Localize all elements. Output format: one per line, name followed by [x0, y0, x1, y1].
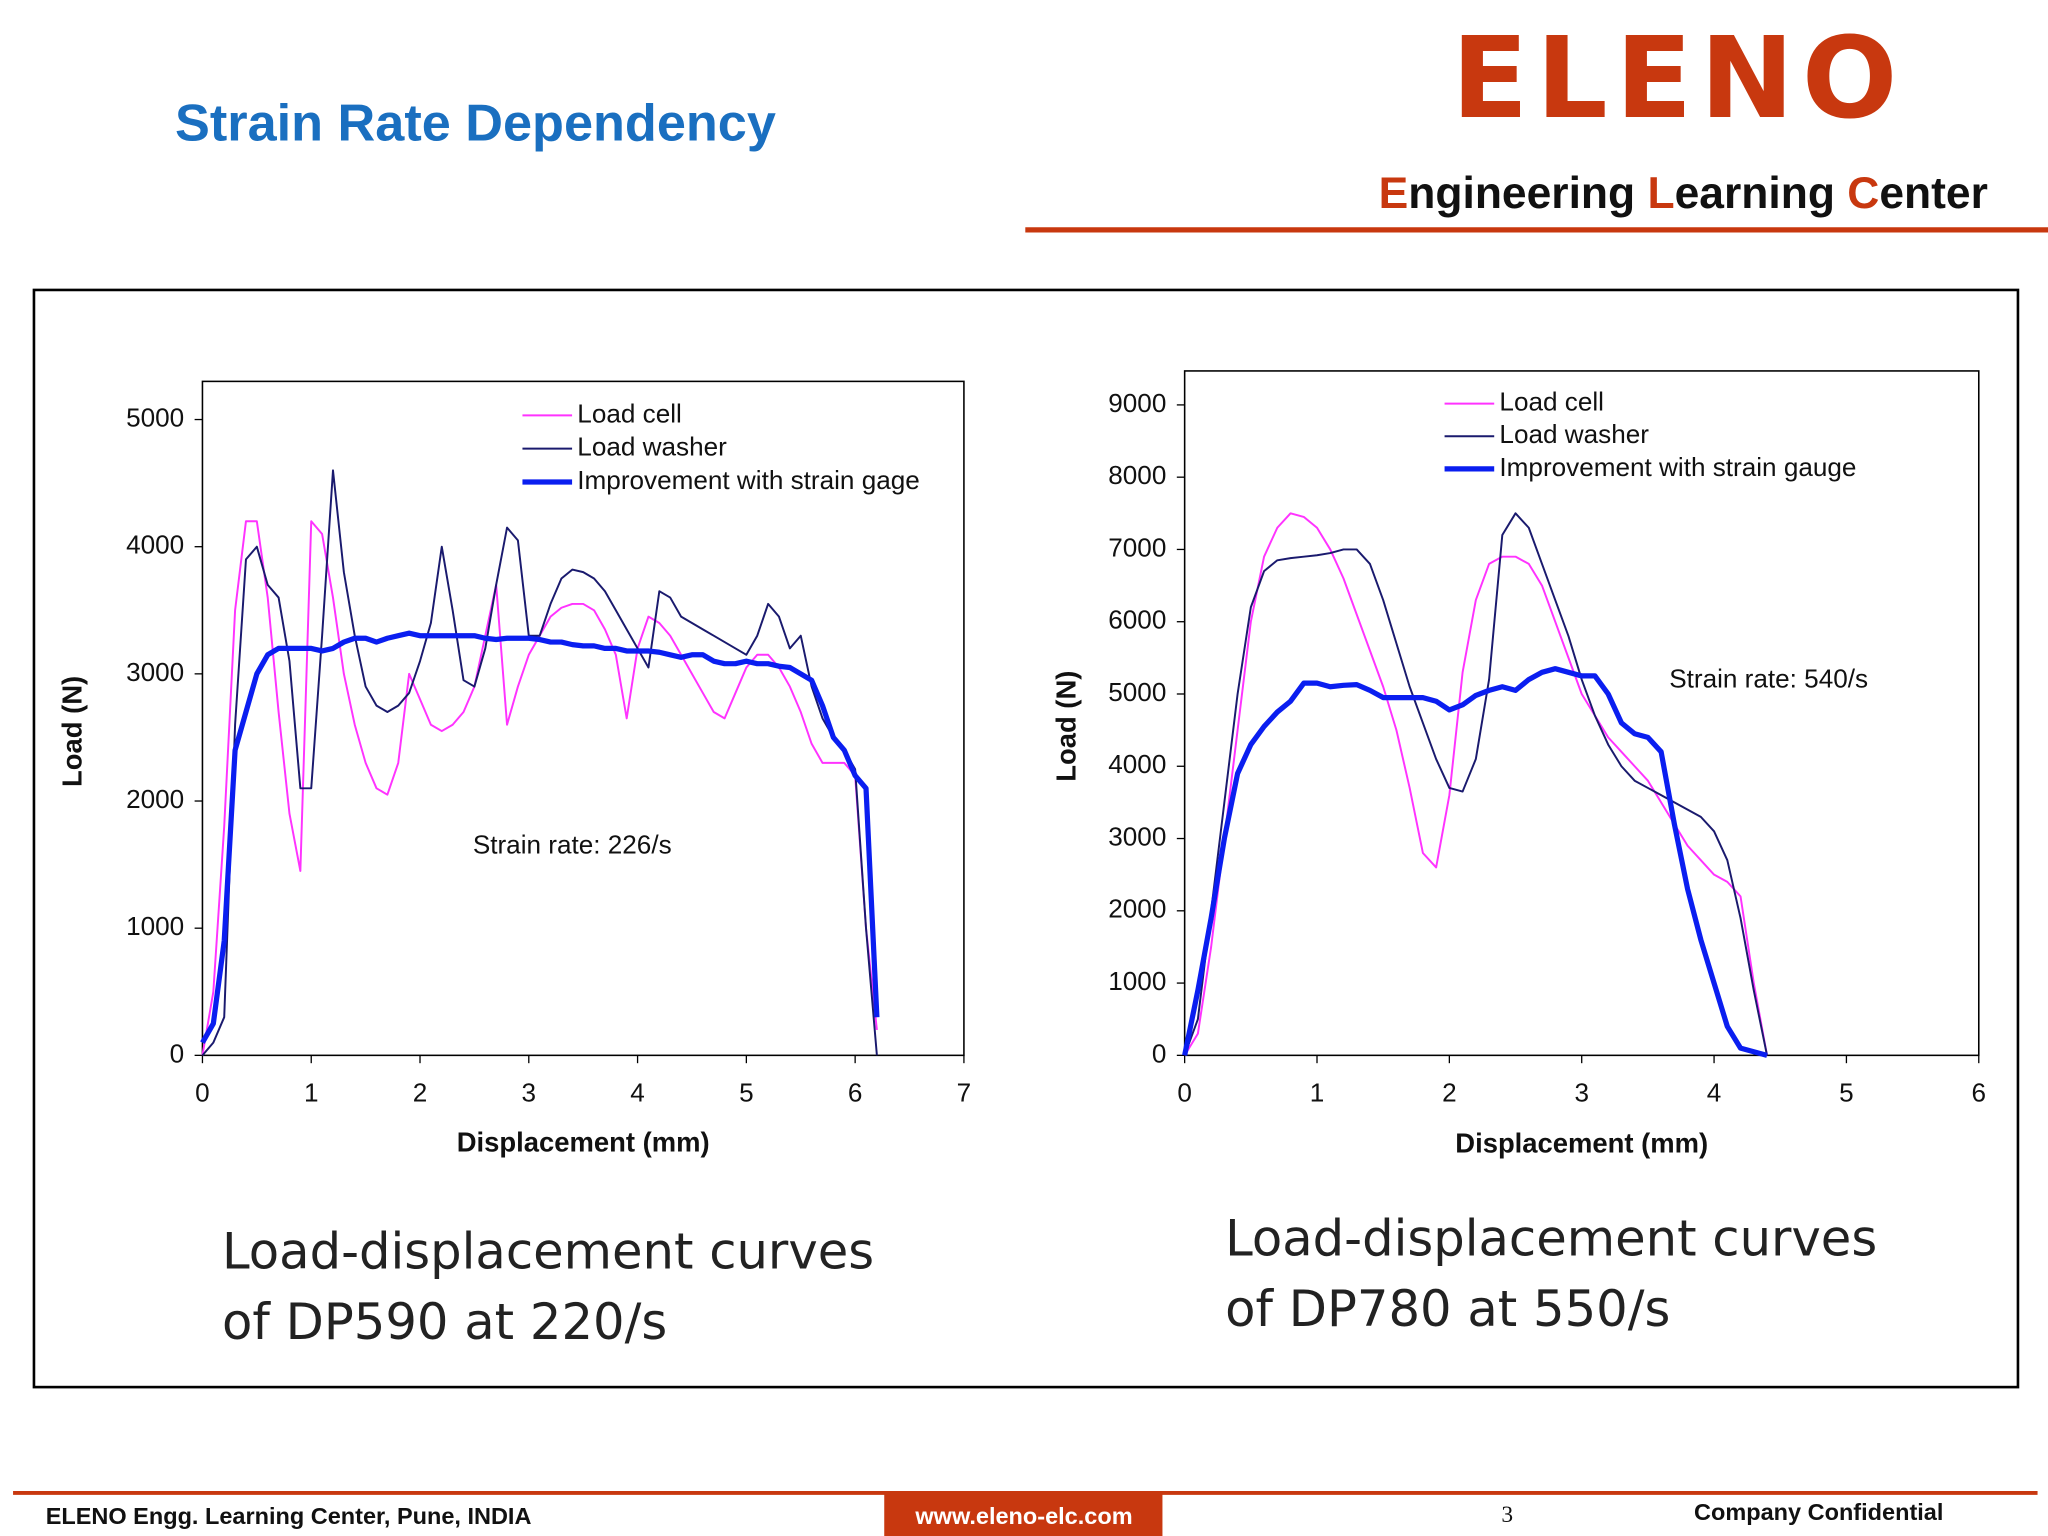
y-axis-label: Load (N): [1051, 671, 1082, 782]
subtitle-word: earning: [1675, 169, 1848, 218]
y-tick-label: 8000: [1108, 460, 1166, 490]
footer-badge: [884, 1492, 1163, 1536]
y-tick-label: 5000: [1108, 677, 1166, 707]
caption-line: of DP780 at 550/s: [1225, 1280, 1670, 1338]
x-tick-label: 4: [1707, 1077, 1722, 1107]
caption-line: Load-displacement curves: [1225, 1210, 1877, 1268]
series-line: [1183, 512, 1768, 1056]
x-axis-label: Displacement (mm): [457, 1126, 710, 1157]
legend-label: Load washer: [1499, 419, 1649, 449]
y-tick-label: 7000: [1108, 532, 1166, 562]
y-tick-label: 5000: [126, 402, 184, 432]
y-tick-label: 1000: [126, 911, 184, 941]
x-tick-label: 5: [739, 1077, 754, 1107]
y-tick-label: 4000: [1108, 749, 1166, 779]
footer-url: www.eleno-elc.com: [914, 1503, 1132, 1529]
x-tick-label: 1: [1310, 1077, 1325, 1107]
x-tick-label: 0: [195, 1077, 210, 1107]
series-line: [200, 630, 880, 1044]
x-tick-label: 3: [1574, 1077, 1589, 1107]
y-tick-label: 4000: [126, 530, 184, 560]
legend-label: Improvement with strain gage: [577, 465, 919, 495]
series-line: [201, 469, 878, 1056]
annotation: Strain rate: 540/s: [1669, 663, 1868, 693]
subtitle-word: enter: [1879, 169, 1988, 218]
x-tick-label: 2: [1442, 1077, 1457, 1107]
x-tick-label: 2: [413, 1077, 428, 1107]
y-tick-label: 2000: [1108, 894, 1166, 924]
y-tick-label: 3000: [1108, 821, 1166, 851]
legend-label: Improvement with strain gauge: [1499, 452, 1856, 482]
content-frame: [32, 288, 2020, 1389]
footer-left: ELENO Engg. Learning Center, Pune, INDIA: [46, 1503, 532, 1529]
legend-label: Load cell: [1499, 386, 1604, 416]
logo: ELENO: [1452, 14, 1906, 144]
subtitle-initial: E: [1379, 169, 1409, 218]
x-axis-label: Displacement (mm): [1455, 1128, 1708, 1159]
x-tick-label: 5: [1839, 1077, 1854, 1107]
legend-label: Load cell: [577, 398, 682, 428]
subtitle-initial: C: [1847, 169, 1879, 218]
subtitle-initial: L: [1647, 169, 1674, 218]
annotation: Strain rate: 226/s: [473, 829, 672, 859]
x-tick-label: 3: [522, 1077, 537, 1107]
series-line: [1182, 666, 1768, 1058]
x-tick-label: 6: [1972, 1077, 1987, 1107]
x-tick-label: 4: [630, 1077, 645, 1107]
footer-right: Company Confidential: [1694, 1499, 1943, 1525]
y-tick-label: 6000: [1108, 605, 1166, 635]
y-tick-label: 9000: [1108, 388, 1166, 418]
y-axis-label: Load (N): [57, 676, 88, 787]
page-number: 3: [1501, 1502, 1513, 1528]
x-tick-label: 6: [848, 1077, 863, 1107]
x-tick-label: 0: [1177, 1077, 1192, 1107]
y-tick-label: 3000: [126, 657, 184, 687]
y-tick-label: 0: [170, 1038, 185, 1068]
x-tick-label: 1: [304, 1077, 319, 1107]
y-tick-label: 0: [1152, 1038, 1167, 1068]
plot-frame: [201, 380, 965, 1057]
caption-line: of DP590 at 220/s: [222, 1293, 667, 1351]
subtitle: Engineering Learning Center: [1379, 169, 1988, 218]
slide-title: Strain Rate Dependency: [175, 94, 776, 152]
x-tick-label: 7: [957, 1077, 972, 1107]
caption-line: Load-displacement curves: [222, 1223, 874, 1281]
subtitle-word: ngineering: [1408, 169, 1647, 218]
y-tick-label: 2000: [126, 784, 184, 814]
legend-label: Load washer: [577, 432, 727, 462]
y-tick-label: 1000: [1108, 966, 1166, 996]
